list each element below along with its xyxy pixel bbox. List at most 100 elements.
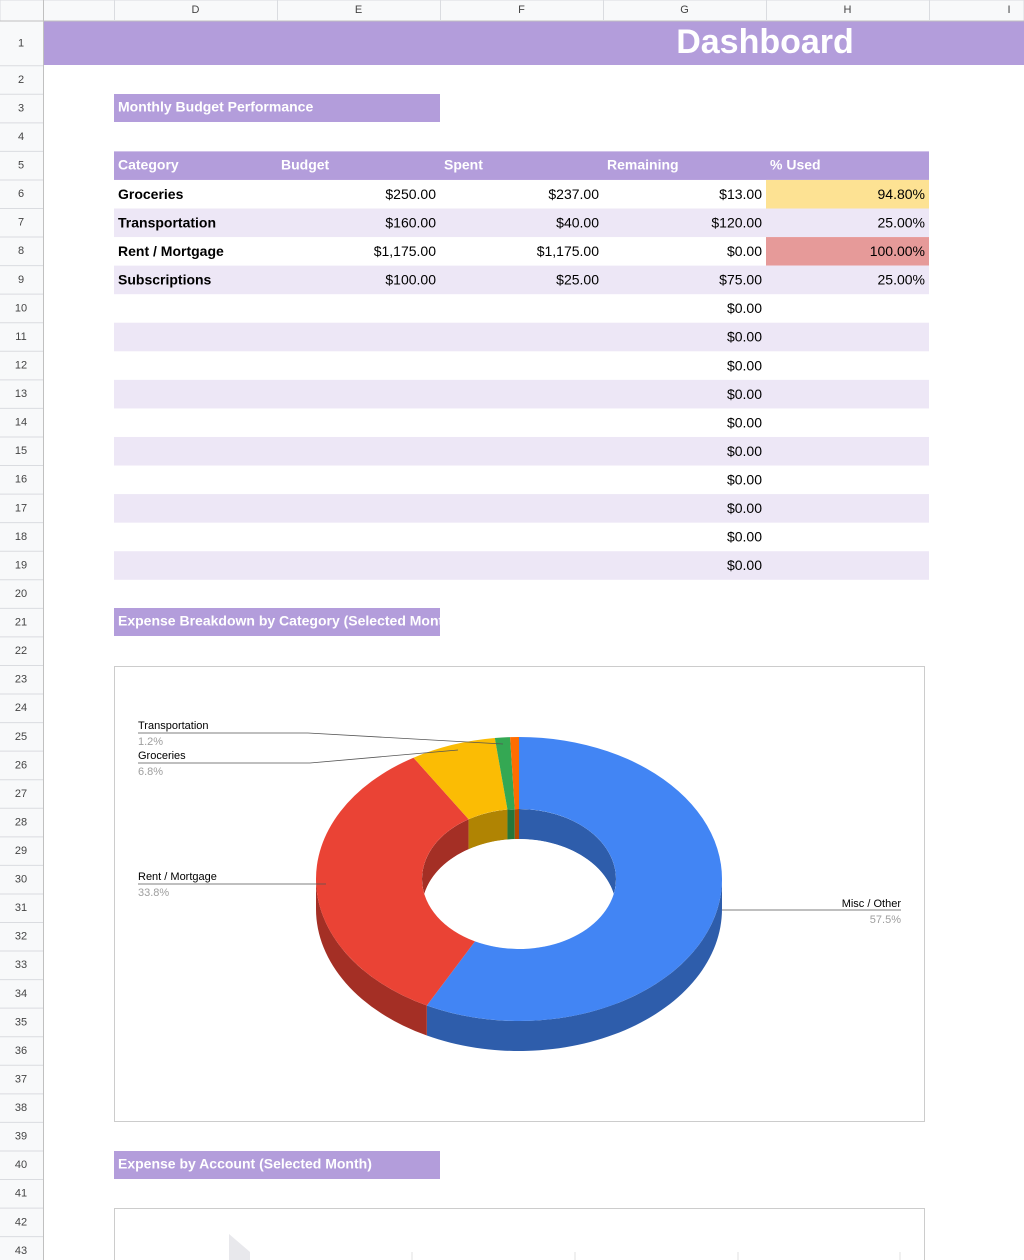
row-number: 43	[15, 1245, 27, 1257]
slice-value: 57.5%	[870, 914, 901, 926]
slice	[316, 757, 475, 1006]
table-cell: $0.00	[727, 414, 762, 430]
table-cell: $0.00	[727, 386, 762, 402]
slice	[510, 737, 519, 810]
table-cell: 100.00%	[870, 243, 925, 259]
slice-inner-wall	[514, 809, 519, 840]
table-header-bg	[114, 151, 929, 180]
row-number: 42	[15, 1216, 27, 1228]
table-cell: $120.00	[711, 214, 762, 230]
row-number: 2	[18, 74, 24, 86]
table-cell: $25.00	[556, 272, 599, 288]
section-heading: Expense by Account (Selected Month)	[118, 1156, 372, 1172]
row-number: 27	[15, 788, 27, 800]
row-number: 26	[15, 759, 27, 771]
row-number: 39	[15, 1131, 27, 1143]
section-heading: Expense Breakdown by Category (Selected …	[118, 613, 456, 629]
slice-inner-wall	[507, 809, 515, 840]
dashboard-title: Dashboard	[676, 23, 854, 61]
slice-sides	[316, 879, 722, 1051]
title-band	[43, 21, 1024, 65]
chart-frame	[114, 666, 925, 1122]
slice-tops	[316, 737, 723, 1021]
row-band	[114, 551, 929, 580]
row-band	[114, 494, 929, 523]
row-number: 34	[15, 988, 27, 1000]
table-header: Category	[118, 156, 179, 172]
table-cell: $250.00	[385, 186, 436, 202]
table-cell: $40.00	[556, 214, 599, 230]
row-number: 13	[15, 388, 27, 400]
table-cell: 25.00%	[878, 214, 925, 230]
row-number: 17	[15, 502, 27, 514]
row-number: 33	[15, 959, 27, 971]
row-band	[114, 322, 929, 352]
table-cell: $100.00	[385, 272, 436, 288]
row-number: 23	[15, 674, 27, 686]
row-number: 37	[15, 1073, 27, 1085]
table-cell: $0.00	[727, 472, 762, 488]
row-number: 31	[15, 902, 27, 914]
column-label: F	[518, 4, 525, 16]
row-number: 5	[18, 160, 24, 172]
row-number: 15	[15, 445, 27, 457]
row-number: 8	[18, 245, 24, 257]
section-heading: Monthly Budget Performance	[118, 99, 313, 115]
row-number: 14	[15, 417, 27, 429]
row-header-bar	[0, 21, 43, 1260]
row-number: 19	[15, 559, 27, 571]
table-cell: Transportation	[118, 214, 216, 230]
row-band	[114, 379, 929, 409]
table-cell: Rent / Mortgage	[118, 243, 224, 259]
row-number: 11	[15, 331, 26, 343]
section-heading-box	[114, 608, 440, 636]
row-number: 29	[15, 845, 27, 857]
slice	[426, 737, 723, 1021]
row-number: 41	[15, 1188, 27, 1200]
chart-fragment	[229, 1234, 250, 1260]
slice-inner-wall	[468, 809, 508, 850]
slice	[413, 738, 508, 820]
table-cell: $0.00	[727, 529, 762, 545]
table-cell: $0.00	[727, 443, 762, 459]
chart-fragment-grid	[411, 1252, 901, 1260]
table-cell: $237.00	[548, 186, 599, 202]
row-number: 32	[15, 931, 27, 943]
table-cell: Groceries	[118, 186, 184, 202]
leader-line	[138, 749, 459, 764]
leader-line	[138, 732, 504, 745]
table-cell: $75.00	[719, 272, 762, 288]
slice-label: Rent / Mortgage	[138, 871, 217, 883]
row-number: 3	[18, 102, 24, 114]
row-number: 36	[15, 1045, 27, 1057]
row-number: 4	[18, 131, 24, 143]
table-cell: $0.00	[727, 357, 762, 373]
row-number: 18	[15, 531, 27, 543]
table-cell: $0.00	[727, 243, 762, 259]
donut-chart	[316, 737, 723, 1051]
row-number: 16	[15, 474, 27, 486]
column-label: E	[355, 4, 362, 16]
row-number: 38	[15, 1102, 27, 1114]
row-number: 40	[15, 1159, 27, 1171]
row-number: 28	[15, 816, 27, 828]
slice-side	[426, 879, 722, 1051]
slice-value: 6.8%	[138, 766, 163, 778]
row-band	[114, 208, 929, 238]
table-cell: $13.00	[719, 186, 762, 202]
table-cell: $1,175.00	[537, 243, 599, 259]
table-header: % Used	[770, 156, 821, 172]
row-number: 30	[15, 874, 27, 886]
table-cell: $0.00	[727, 500, 762, 516]
row-number: 12	[15, 359, 27, 371]
row-number: 9	[18, 274, 24, 286]
column-label: I	[1007, 4, 1010, 16]
slice-value: 33.8%	[138, 887, 169, 899]
cell-highlight	[766, 179, 929, 209]
row-number: 6	[18, 188, 24, 200]
table-cell: $0.00	[727, 329, 762, 345]
row-number: 21	[15, 617, 27, 629]
table-cell: $0.00	[727, 300, 762, 316]
cell-highlight	[766, 237, 929, 266]
